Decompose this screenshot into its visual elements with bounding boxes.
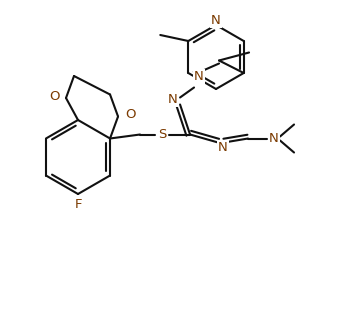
Text: F: F bbox=[74, 198, 82, 210]
Text: S: S bbox=[158, 128, 166, 141]
Text: N: N bbox=[211, 14, 221, 26]
Text: N: N bbox=[269, 132, 279, 145]
Text: N: N bbox=[218, 141, 228, 154]
Text: O: O bbox=[50, 89, 60, 102]
Text: N: N bbox=[194, 70, 204, 83]
Text: N: N bbox=[168, 93, 178, 106]
Text: O: O bbox=[125, 108, 136, 121]
